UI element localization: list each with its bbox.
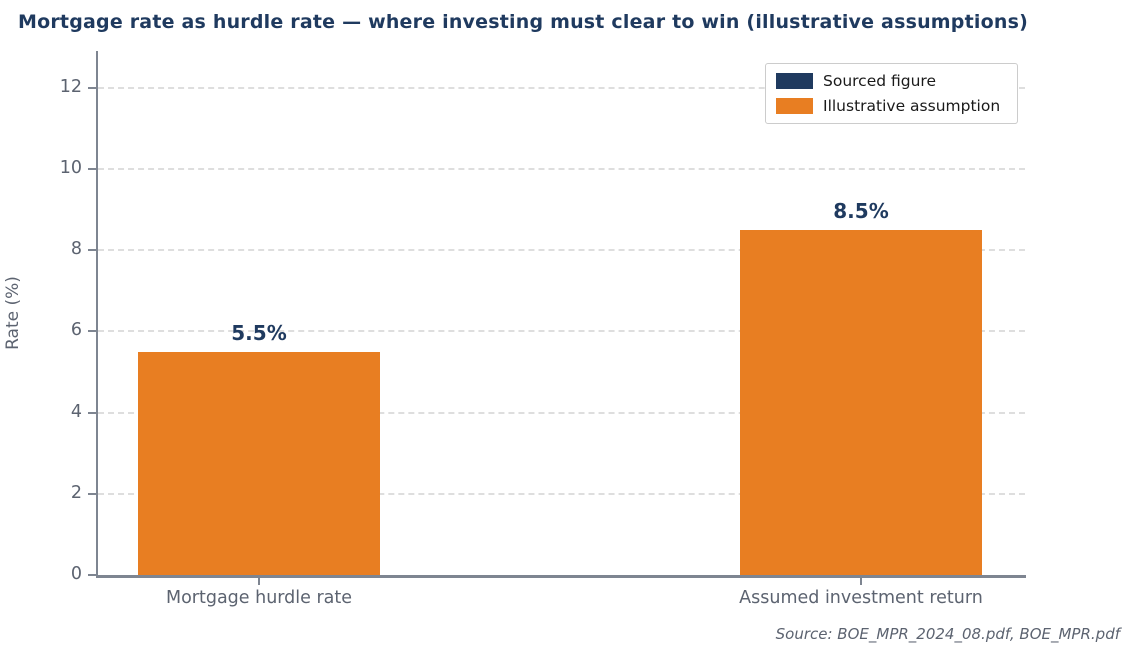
y-tick-mark <box>88 86 97 89</box>
x-category-label: Mortgage hurdle rate <box>165 588 353 608</box>
gridline <box>98 249 1025 252</box>
chart-title: Mortgage rate as hurdle rate — where inv… <box>18 11 1028 33</box>
y-tick-mark <box>88 411 97 414</box>
gridline <box>98 330 1025 333</box>
bar <box>740 229 982 575</box>
y-tick-label: 10 <box>59 157 82 178</box>
y-tick-label: 6 <box>70 320 82 341</box>
y-tick-label: 4 <box>70 401 82 422</box>
y-tick-mark <box>88 492 97 495</box>
gridline <box>98 492 1025 495</box>
y-tick-mark <box>88 249 97 252</box>
y-tick-label: 2 <box>70 482 82 503</box>
y-tick-label: 8 <box>70 239 82 260</box>
gridline <box>98 86 1025 89</box>
legend-label: Illustrative assumption <box>823 96 1001 115</box>
legend: Sourced figure Illustrative assumption <box>765 63 1018 125</box>
gridline <box>98 411 1025 414</box>
y-tick-mark <box>88 330 97 333</box>
bar-value-label: 8.5% <box>833 198 889 223</box>
legend-label: Sourced figure <box>823 72 936 90</box>
y-tick-mark <box>88 167 97 170</box>
legend-swatch-illustrative <box>776 97 813 114</box>
bar-value-label: 5.5% <box>231 320 287 345</box>
y-tick-label: 0 <box>70 564 82 584</box>
legend-swatch-sourced <box>776 73 813 90</box>
legend-item: Sourced figure <box>776 72 1007 91</box>
bar <box>138 351 380 575</box>
x-axis-line <box>96 575 1026 578</box>
source-note: Source: BOE_MPR_2024_08.pdf, BOE_MPR.pdf <box>775 625 1120 643</box>
x-tick-mark <box>860 577 862 585</box>
gridline <box>98 167 1025 170</box>
y-tick-label: 12 <box>59 76 82 97</box>
legend-item: Illustrative assumption <box>776 97 1007 116</box>
y-axis-line <box>96 51 98 577</box>
x-tick-mark <box>258 577 260 585</box>
x-category-label: Assumed investment return <box>739 588 983 608</box>
y-axis-label: Rate (%) <box>3 276 23 350</box>
y-tick-mark <box>88 574 97 576</box>
